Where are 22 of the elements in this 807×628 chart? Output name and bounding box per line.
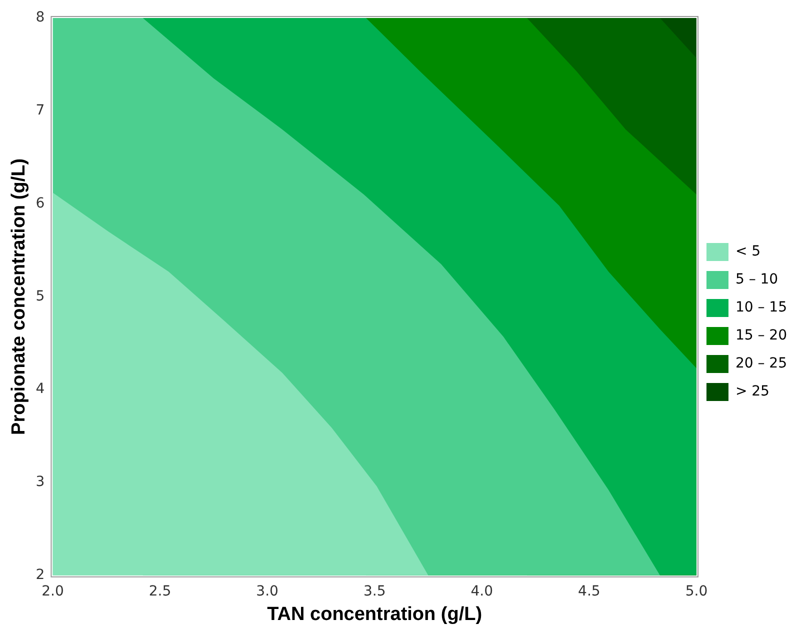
y-tick-label: 4 <box>36 381 45 398</box>
y-tick-label: 8 <box>36 10 45 26</box>
x-tick-label: 2.0 <box>42 583 64 600</box>
legend-label: < 5 <box>735 244 761 260</box>
legend-label: > 25 <box>735 384 770 400</box>
x-tick-label: 5.0 <box>685 583 708 600</box>
legend-label: 15 – 20 <box>735 328 787 344</box>
y-tick-label: 6 <box>36 195 45 212</box>
x-tick-label: 4.5 <box>578 583 600 600</box>
legend-label: 5 – 10 <box>735 272 778 288</box>
x-tick-label: 3.0 <box>256 583 278 600</box>
legend-label: 10 – 15 <box>735 300 787 316</box>
y-axis-title: Propionate concentration (g/L) <box>8 158 30 435</box>
y-tick-label: 7 <box>36 102 45 119</box>
x-tick-label: 2.5 <box>148 583 172 600</box>
y-tick-label: 3 <box>36 474 45 490</box>
y-tick-label: 5 <box>36 288 45 304</box>
y-tick-label: 2 <box>36 567 45 584</box>
legend-label: 20 – 25 <box>735 356 787 372</box>
x-tick-label: 4.0 <box>470 583 494 600</box>
x-tick-label: 3.5 <box>363 583 386 600</box>
x-axis-title: TAN concentration (g/L) <box>267 604 482 625</box>
